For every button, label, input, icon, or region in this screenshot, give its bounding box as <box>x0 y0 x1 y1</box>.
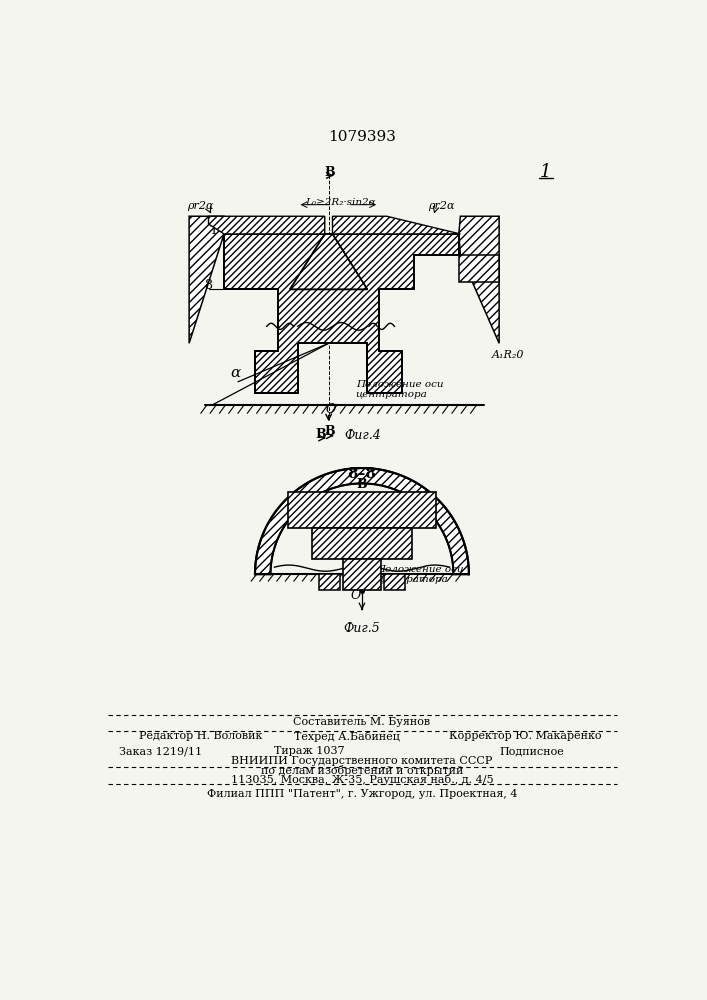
Polygon shape <box>189 216 224 343</box>
Text: Фиг.5: Фиг.5 <box>344 622 380 635</box>
Polygon shape <box>384 574 404 590</box>
Text: O: O <box>351 589 361 602</box>
Text: 113035, Москва, Ж-35, Раушская наб., д. 4/5: 113035, Москва, Ж-35, Раушская наб., д. … <box>230 774 493 785</box>
Text: 2α: 2α <box>308 262 321 271</box>
Text: ρr2α: ρr2α <box>187 201 214 211</box>
Text: 1: 1 <box>540 163 551 181</box>
Text: Положение оси
центратора: Положение оси центратора <box>376 565 463 584</box>
Text: α: α <box>230 366 241 380</box>
Text: B: B <box>315 428 326 441</box>
Text: Редактор Н. Воловик: Редактор Н. Воловик <box>139 731 262 741</box>
Text: R₁: R₁ <box>378 542 390 552</box>
Text: B: B <box>356 478 367 491</box>
Text: Заказ 1219/11: Заказ 1219/11 <box>119 746 202 756</box>
Polygon shape <box>290 234 368 289</box>
Text: T: T <box>210 224 218 237</box>
Text: Корректор Ю. Макаренко: Корректор Ю. Макаренко <box>449 731 601 741</box>
Polygon shape <box>320 574 340 590</box>
Text: по делам изобретений и открытий: по делам изобретений и открытий <box>261 765 463 776</box>
Text: ρr2α: ρr2α <box>428 201 455 211</box>
Text: 8–8: 8–8 <box>347 467 376 481</box>
Text: ВНИИПИ Государственного комитета СССР: ВНИИПИ Государственного комитета СССР <box>231 756 493 766</box>
Polygon shape <box>332 216 460 234</box>
Text: Подписное: Подписное <box>499 746 564 756</box>
Text: 2α: 2α <box>335 266 348 275</box>
Text: R₁: R₁ <box>335 248 346 257</box>
Polygon shape <box>224 234 459 393</box>
Text: B: B <box>325 166 336 179</box>
Text: B: B <box>325 425 336 438</box>
Polygon shape <box>209 216 325 234</box>
Polygon shape <box>255 468 469 574</box>
Text: Положение оси
центратора: Положение оси центратора <box>356 380 443 399</box>
Text: Составитель М. Буянов: Составитель М. Буянов <box>293 717 431 727</box>
Polygon shape <box>459 216 499 343</box>
Text: Фиг.4: Фиг.4 <box>344 429 381 442</box>
Polygon shape <box>312 528 412 559</box>
Text: L₀≥2R₂·sin2α: L₀≥2R₂·sin2α <box>305 198 375 207</box>
Text: Филиал ППП "Патент", г. Ужгород, ул. Проектная, 4: Филиал ППП "Патент", г. Ужгород, ул. Про… <box>206 789 518 799</box>
Text: Техред А.Бабинец: Техред А.Бабинец <box>293 730 399 742</box>
Text: Тираж 1037: Тираж 1037 <box>274 746 344 756</box>
Text: O: O <box>325 403 335 416</box>
Text: A₁R₂0: A₁R₂0 <box>491 350 524 360</box>
Polygon shape <box>343 559 381 590</box>
Text: 1079393: 1079393 <box>328 130 396 144</box>
Polygon shape <box>288 492 436 528</box>
Text: 8: 8 <box>204 279 213 292</box>
Polygon shape <box>459 255 499 282</box>
